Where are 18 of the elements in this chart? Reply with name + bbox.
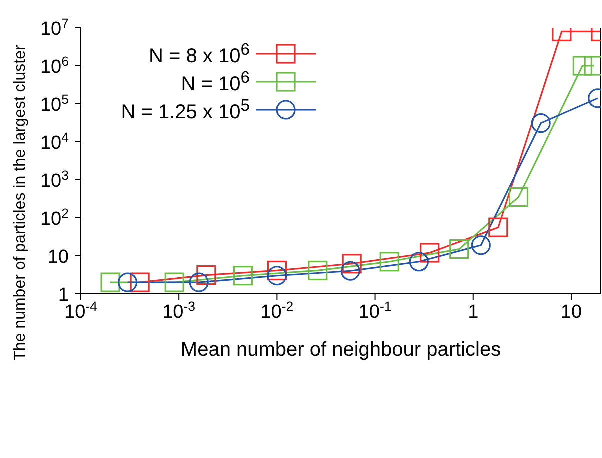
x-tick-label: 10$^{-3}$ xyxy=(162,298,196,323)
legend-label: N = 8 x 10$^{6}$ xyxy=(148,40,250,68)
y-tick-label: 10$^{5}$ xyxy=(40,92,69,116)
y-tick-label: 10$^{2}$ xyxy=(40,206,69,230)
y-tick-label: 10$^{7}$ xyxy=(40,16,69,40)
y-tick-label: 10$^{4}$ xyxy=(40,130,69,154)
y-tick-label: 1 xyxy=(58,285,69,306)
y-tick-label: 10 xyxy=(48,247,69,268)
y-tick-label: 10$^{6}$ xyxy=(40,54,69,78)
x-axis-title: Mean number of neighbour particles xyxy=(180,339,502,361)
x-tick-label: 10 xyxy=(560,302,582,323)
legend-label: N = 10$^{6}$ xyxy=(180,68,250,96)
x-tick-label: 1 xyxy=(468,302,479,323)
y-axis-title: The number of particles in the largest cluster xyxy=(12,44,30,361)
y-tick-label: 10$^{3}$ xyxy=(40,168,69,192)
x-tick-label: 10$^{-1}$ xyxy=(358,298,392,323)
x-tick-label: 10$^{-2}$ xyxy=(260,298,294,323)
legend-label: N = 1.25 x 10$^{5}$ xyxy=(120,96,250,124)
